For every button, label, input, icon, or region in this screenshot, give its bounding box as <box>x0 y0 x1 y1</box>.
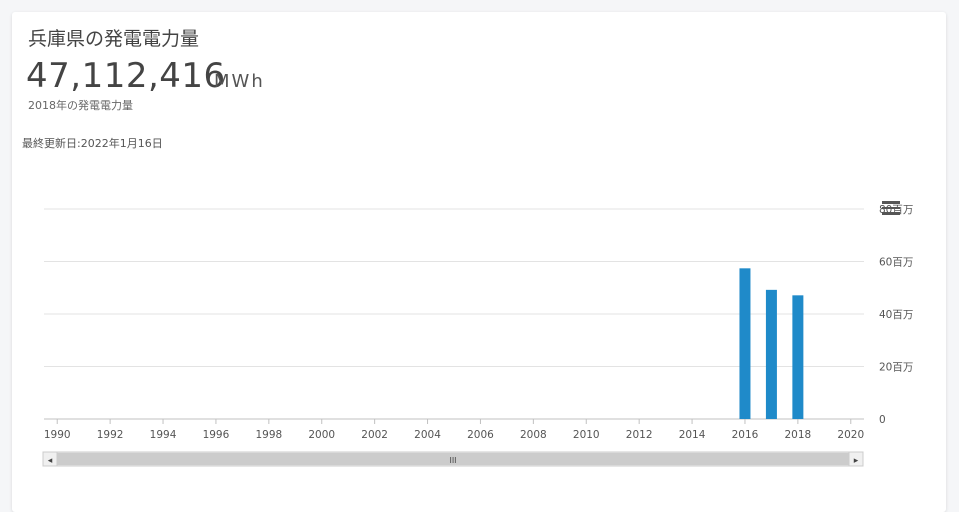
x-tick-label: 2004 <box>414 429 441 441</box>
x-tick-label: 2006 <box>467 429 494 441</box>
bar-2018[interactable] <box>792 295 804 419</box>
bar-2016[interactable] <box>739 268 751 419</box>
x-tick-label: 2012 <box>626 429 653 441</box>
y-tick-label: 60百万 <box>879 257 913 269</box>
value-unit: MWh <box>214 71 265 92</box>
chart-scrollbar[interactable]: ◂ ▸ III <box>42 451 864 467</box>
x-tick-label: 1994 <box>150 429 177 441</box>
menu-line <box>882 206 900 209</box>
page-title: 兵庫県の発電電力量 <box>28 28 200 50</box>
chart-bars <box>739 268 804 419</box>
scrollbar-grip-icon: III <box>449 456 456 465</box>
x-axis-ticks: 1990 1992 1994 1996 1998 2000 2002 2004 2006 2008… <box>44 419 864 441</box>
x-tick-label: 2010 <box>573 429 600 441</box>
scroll-left-button[interactable] <box>42 451 58 467</box>
scroll-right-arrow-icon: ▸ <box>854 456 859 466</box>
x-tick-label: 2008 <box>520 429 547 441</box>
x-tick-label: 2018 <box>785 429 812 441</box>
x-tick-label: 2014 <box>679 429 706 441</box>
last-updated-text: 最終更新日:2022年1月16日 <box>22 137 163 150</box>
x-tick-label: 2000 <box>308 429 335 441</box>
menu-line <box>882 201 900 204</box>
x-tick-label: 1990 <box>44 429 71 441</box>
x-tick-label: 1992 <box>97 429 124 441</box>
scroll-right-button[interactable] <box>848 451 864 467</box>
x-tick-label: 1996 <box>203 429 230 441</box>
total-generation-value: 47,112,416 <box>26 56 226 96</box>
menu-line <box>882 212 900 215</box>
chart-gridlines <box>44 208 864 420</box>
hamburger-menu-icon[interactable] <box>882 201 900 217</box>
scrollbar-thumb[interactable] <box>57 453 849 465</box>
y-tick-label: 40百万 <box>879 309 913 321</box>
y-tick-label: 0 <box>879 414 886 426</box>
x-tick-label: 2002 <box>361 429 388 441</box>
x-tick-label: 2020 <box>837 429 864 441</box>
bar-2017[interactable] <box>765 289 777 419</box>
y-tick-label: 20百万 <box>879 362 913 374</box>
value-caption: 2018年の発電電力量 <box>28 99 133 112</box>
x-tick-label: 2016 <box>732 429 759 441</box>
x-tick-label: 1998 <box>255 429 282 441</box>
scroll-left-arrow-icon: ◂ <box>48 456 53 466</box>
